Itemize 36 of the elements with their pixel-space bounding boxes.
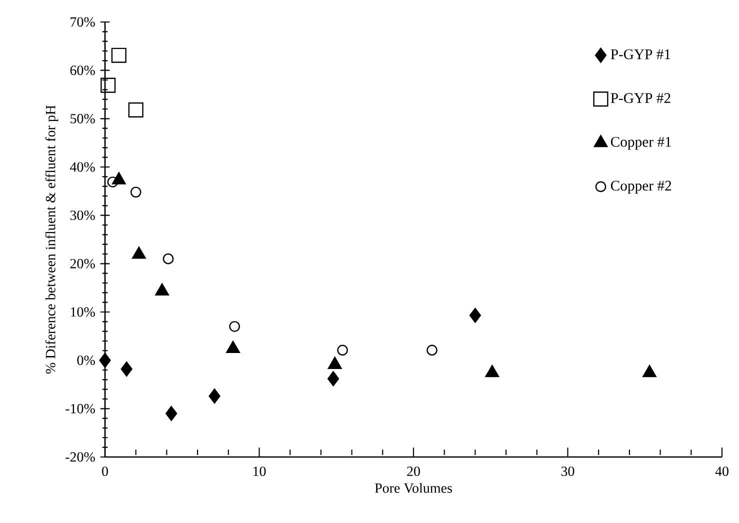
y-tick-label: 20% <box>70 258 95 268</box>
x-tick-label: 0 <box>102 466 108 476</box>
point <box>166 406 178 422</box>
legend-label: Copper #2 <box>610 180 672 194</box>
y-tick-label: 60% <box>70 66 95 76</box>
legend-label: P-GYP #2 <box>610 93 670 104</box>
point <box>208 388 220 404</box>
point <box>426 344 438 356</box>
y-tick-label: -20% <box>66 452 95 462</box>
point <box>107 176 118 188</box>
point <box>99 352 111 368</box>
y-tick-label: 10% <box>70 307 95 317</box>
y-tick-label: 40% <box>70 162 95 172</box>
point <box>130 186 142 198</box>
x-tick-label: 10 <box>253 466 266 476</box>
point <box>111 48 126 63</box>
y-tick-label: 0% <box>77 356 95 366</box>
x-tick-label: 40 <box>715 466 728 476</box>
y-axis-title: % Diference between influent & effluent for pH <box>45 105 58 374</box>
y-tick-label: -10% <box>66 404 95 414</box>
point <box>229 321 240 332</box>
legend-label: Copper #1 <box>610 136 671 150</box>
legend-label: P-GYP #1 <box>610 49 670 60</box>
point <box>120 361 132 377</box>
y-tick-label: 50% <box>70 114 95 124</box>
point <box>469 308 481 323</box>
point <box>100 78 116 93</box>
point <box>128 102 144 118</box>
point <box>337 344 348 356</box>
y-tick-label: 70% <box>70 17 95 27</box>
point <box>327 371 340 386</box>
y-tick-label: 30% <box>70 210 95 220</box>
point <box>162 253 174 264</box>
x-tick-label: 20 <box>407 466 420 476</box>
x-tick-label: 30 <box>561 466 574 476</box>
x-axis-title: Pore Volumes <box>374 482 452 493</box>
